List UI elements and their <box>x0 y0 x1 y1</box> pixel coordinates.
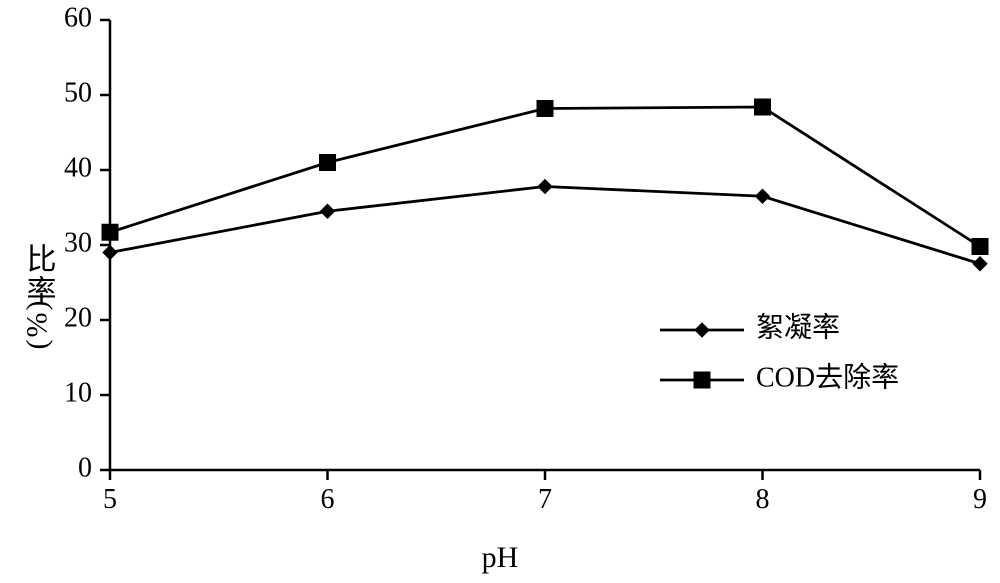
x-tick-label: 9 <box>973 484 987 515</box>
y-tick-label: 50 <box>64 77 92 108</box>
legend-label: 絮凝率 <box>756 311 840 343</box>
line-chart: 比率(%) 0 10 20 30 40 50 60 5 6 7 8 9 絮凝率 COD去除率 pH <box>0 0 1000 583</box>
chart-svg: 0 10 20 30 40 50 60 5 6 7 8 9 絮凝率 COD去除率 <box>0 0 1000 583</box>
y-axis-title: 比率(%) <box>12 243 63 341</box>
y-tick-label: 20 <box>64 302 92 333</box>
x-tick-label: 8 <box>756 484 770 515</box>
y-axis-title-unit: (%) <box>20 298 54 349</box>
x-axis-title: pH <box>0 541 1000 575</box>
y-tick-label: 60 <box>64 2 92 33</box>
x-tick-label: 5 <box>103 484 117 515</box>
y-tick-label: 40 <box>64 152 92 183</box>
y-tick-label: 10 <box>64 377 92 408</box>
legend: 絮凝率 COD去除率 <box>660 311 899 393</box>
y-axis-title-text: 比率 <box>21 243 54 307</box>
legend-label: COD去除率 <box>756 361 899 393</box>
y-tick-label: 30 <box>64 227 92 258</box>
y-tick-label: 0 <box>78 452 92 483</box>
x-tick-label: 7 <box>538 484 552 515</box>
series-COD去除率 <box>102 99 988 255</box>
x-tick-label: 6 <box>321 484 335 515</box>
